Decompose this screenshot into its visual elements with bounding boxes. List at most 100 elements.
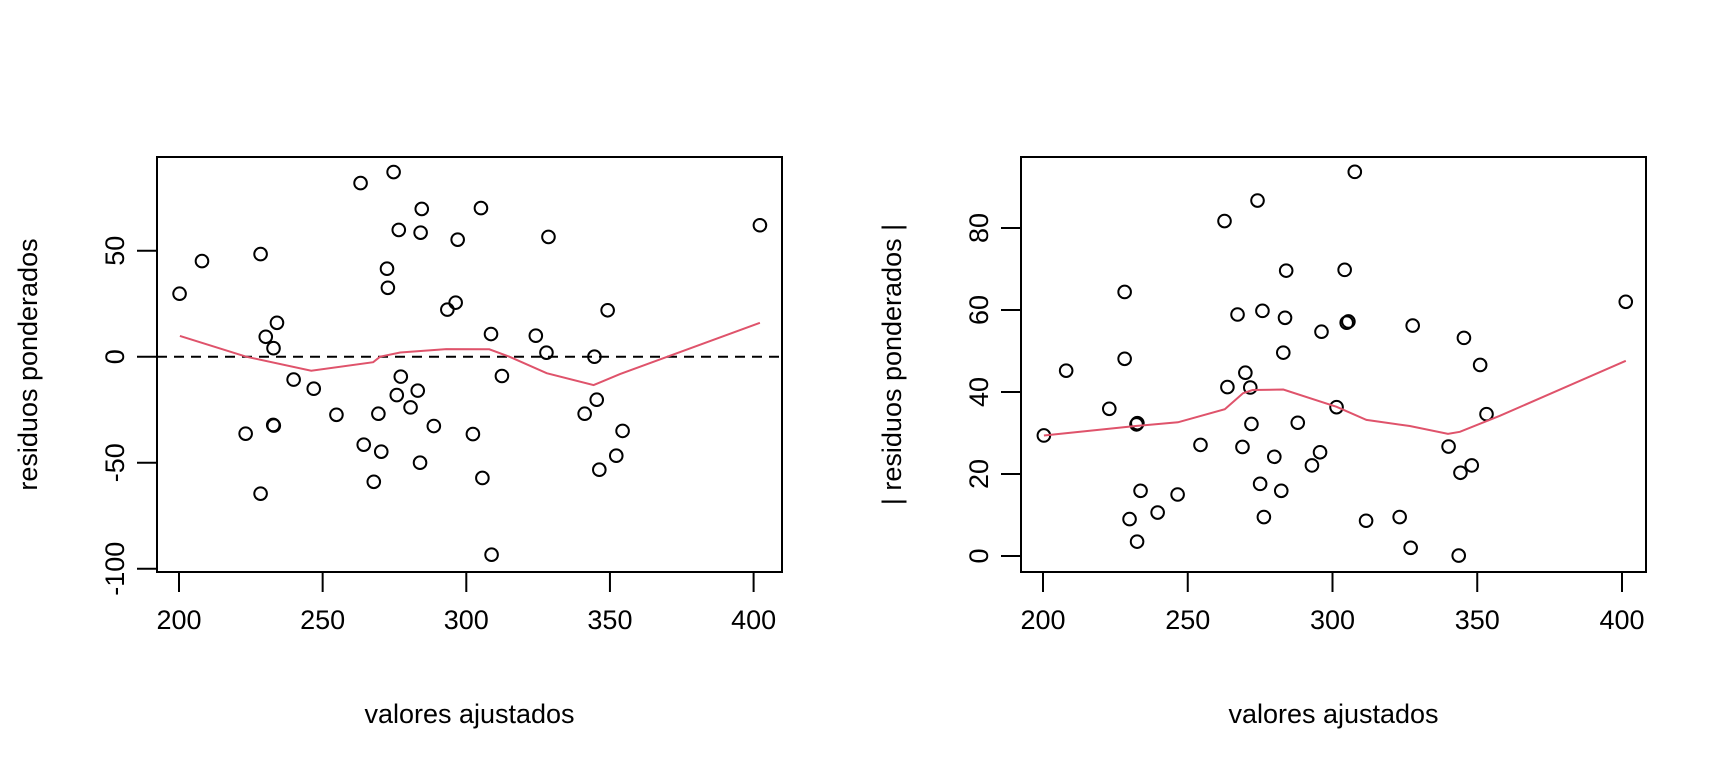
data-point xyxy=(440,302,455,317)
data-point xyxy=(450,232,465,247)
data-point xyxy=(1453,465,1468,481)
data-point xyxy=(1312,444,1328,460)
data-point xyxy=(1117,351,1132,367)
data-point xyxy=(577,406,592,422)
plot-abs-residuals: 200 250 300 350 400 0 20 40 60 80 valores ajustado… xyxy=(864,0,1728,768)
data-point xyxy=(393,369,409,384)
x-tick-label: 300 xyxy=(444,605,489,635)
x-axis: 200 250 300 350 400 xyxy=(1020,571,1645,635)
data-point xyxy=(306,381,322,397)
data-point xyxy=(172,286,187,302)
data-point xyxy=(1275,345,1291,360)
x-tick-label: 300 xyxy=(1310,605,1355,635)
data-point xyxy=(414,201,430,217)
data-point xyxy=(475,470,490,486)
data-points xyxy=(1036,164,1634,563)
data-point xyxy=(448,295,463,310)
x-tick-label: 400 xyxy=(1599,605,1644,635)
data-point xyxy=(1250,193,1265,208)
data-point xyxy=(194,253,210,269)
data-point xyxy=(413,225,428,240)
data-point xyxy=(1193,437,1208,453)
y-axis: 0 20 40 60 80 xyxy=(964,213,1021,564)
data-point xyxy=(1255,303,1270,319)
data-point xyxy=(1150,505,1165,520)
data-point xyxy=(1464,458,1480,473)
residuals-vs-fitted-chart: 200 250 300 350 400 -100 -50 0 50 valores ajustad… xyxy=(13,156,783,729)
data-point xyxy=(371,406,386,422)
data-point xyxy=(1256,509,1272,525)
y-axis-label: residuos ponderados xyxy=(13,238,43,490)
y-tick-label: 0 xyxy=(100,349,130,364)
x-tick-label: 250 xyxy=(300,605,345,635)
data-point xyxy=(1405,318,1420,333)
data-point xyxy=(1220,379,1235,395)
data-point xyxy=(1129,534,1145,549)
data-point xyxy=(329,407,344,423)
data-point xyxy=(589,392,605,408)
data-point xyxy=(286,372,301,387)
data-point xyxy=(366,474,382,490)
data-point xyxy=(608,448,624,464)
data-point xyxy=(1133,483,1148,499)
data-point xyxy=(253,486,268,501)
data-point xyxy=(465,426,481,442)
data-point xyxy=(473,200,489,216)
data-point xyxy=(1252,476,1268,492)
data-point xyxy=(1230,307,1245,322)
data-point xyxy=(1267,449,1282,465)
data-point xyxy=(1304,458,1320,473)
data-point xyxy=(528,328,544,344)
data-point xyxy=(380,280,396,296)
data-point xyxy=(391,222,407,238)
data-point xyxy=(752,217,768,233)
data-point xyxy=(1341,314,1356,329)
y-tick-label: -100 xyxy=(100,542,130,596)
smooth-trend-line xyxy=(1043,359,1627,437)
x-tick-label: 200 xyxy=(1020,605,1065,635)
data-point xyxy=(1314,324,1329,340)
abs-residuals-vs-fitted-chart: 200 250 300 350 400 0 20 40 60 80 valores ajustado… xyxy=(877,156,1647,729)
data-point xyxy=(356,437,372,452)
data-point xyxy=(389,387,405,403)
data-point xyxy=(484,547,499,563)
data-point xyxy=(386,164,401,180)
y-tick-label: 0 xyxy=(964,548,994,563)
data-point xyxy=(1290,415,1306,431)
data-point xyxy=(1403,540,1418,556)
smooth-trend-line xyxy=(179,321,761,387)
data-point xyxy=(1358,513,1374,529)
data-point xyxy=(1217,213,1232,229)
data-point xyxy=(539,345,554,360)
data-points xyxy=(172,164,768,563)
data-point xyxy=(412,455,428,471)
x-tick-label: 200 xyxy=(156,605,201,635)
data-point xyxy=(1235,439,1250,455)
data-point xyxy=(1392,509,1407,525)
data-point xyxy=(1244,416,1259,432)
data-point xyxy=(1278,263,1294,278)
x-axis: 200 250 300 350 400 xyxy=(156,571,776,635)
data-point xyxy=(373,444,389,459)
y-axis: -100 -50 0 50 xyxy=(100,236,157,596)
data-point xyxy=(1337,262,1352,278)
x-axis-label: valores ajustados xyxy=(364,699,574,729)
x-tick-label: 250 xyxy=(1165,605,1210,635)
y-tick-label: 60 xyxy=(964,295,994,325)
data-point xyxy=(266,340,281,356)
data-point xyxy=(1058,363,1074,378)
data-point xyxy=(266,418,282,433)
data-point xyxy=(1329,399,1344,415)
data-point xyxy=(1277,310,1293,326)
y-tick-label: -50 xyxy=(100,443,130,482)
data-point xyxy=(587,349,602,365)
x-axis-label: valores ajustados xyxy=(1228,699,1438,729)
data-point xyxy=(258,329,274,345)
data-point xyxy=(494,368,510,384)
data-point xyxy=(1472,357,1488,373)
data-point xyxy=(269,315,285,331)
data-point xyxy=(1347,164,1363,180)
data-point xyxy=(1242,380,1258,395)
data-point xyxy=(379,261,395,277)
y-tick-label: 50 xyxy=(100,236,130,266)
